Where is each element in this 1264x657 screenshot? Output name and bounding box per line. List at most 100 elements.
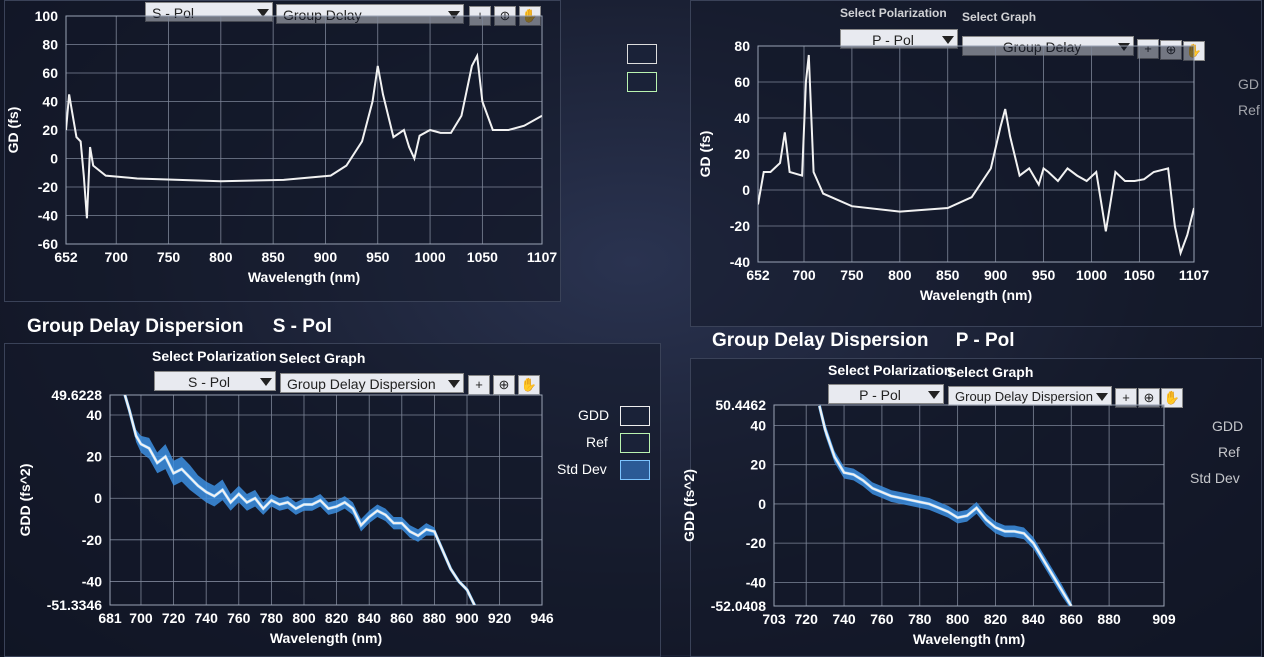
legend-label-gdd: GDD	[578, 407, 610, 423]
section-pol-bottom-left: S - Pol	[272, 316, 332, 337]
x-axis-label: Wavelength (nm)	[248, 269, 360, 285]
chevron-down-icon	[257, 9, 269, 17]
y-axis-label: GDD (fs^2)	[681, 469, 697, 542]
series-group	[758, 54, 1194, 257]
legend-swatch-gdd	[620, 406, 650, 426]
chart-gdd-s: 681 700 720 740 760 780 800 820 840 860 880 900 920 9…	[17, 387, 554, 646]
x-tick-label: 800	[209, 249, 233, 265]
chevron-down-icon	[1096, 393, 1108, 401]
series-group	[123, 395, 477, 605]
x-tick-label: 820	[325, 610, 349, 626]
x-axis-label: Wavelength (nm)	[920, 287, 1032, 303]
y-tick-label: 40	[750, 417, 766, 433]
section-title-bottom-left-text: Group Delay Dispersion	[27, 316, 244, 337]
x-tick-label: 850	[936, 267, 960, 283]
y-tick-label: -40	[82, 573, 102, 589]
y-tick-label: -40	[746, 574, 766, 590]
legend-label-ref: Ref	[586, 434, 608, 450]
x-tick-label: 720	[162, 610, 186, 626]
x-tick-label: 681	[98, 610, 122, 626]
section-title-bottom-right-text: Group Delay Dispersion	[712, 330, 929, 351]
hand-icon[interactable]: ✋	[1161, 388, 1183, 408]
chevron-down-icon	[942, 36, 954, 44]
std-dev-band	[819, 405, 1072, 606]
polarization-select-top-right[interactable]: P - Pol	[840, 29, 958, 49]
x-tick-label: 840	[358, 610, 382, 626]
select-graph-label-bottom-right: Select Graph	[947, 364, 1034, 380]
x-tick-label: 950	[366, 249, 390, 265]
y-tick-label: 0	[742, 182, 750, 198]
y-tick-label: -20	[82, 532, 102, 548]
y-tick-label: 80	[42, 37, 58, 53]
y-tick-label: -20	[38, 179, 58, 195]
x-tick-label: 800	[888, 267, 912, 283]
x-tick-label: 1000	[1076, 267, 1107, 283]
polarization-select-bottom-left[interactable]: S - Pol	[154, 371, 276, 391]
chevron-down-icon	[448, 380, 460, 388]
data-line	[123, 395, 476, 605]
x-tick-label: 780	[908, 611, 932, 627]
plot-frame	[773, 404, 1165, 607]
x-tick-label: 760	[227, 610, 251, 626]
chevron-down-icon	[448, 11, 460, 19]
graph-select-bottom-right-value: Group Delay Dispersion	[955, 389, 1094, 404]
y-tick-label: -20	[746, 535, 766, 551]
legend-swatch-ref	[620, 433, 650, 453]
graph-select-bottom-right[interactable]: Group Delay Dispersion	[948, 386, 1112, 406]
x-tick-label: 850	[261, 249, 285, 265]
select-polarization-label-bottom-left: Select Polarization	[152, 348, 277, 364]
x-tick-label: 1107	[1179, 267, 1210, 283]
x-tick-label: 750	[157, 249, 181, 265]
y-tick-label: -51.3346	[47, 597, 102, 613]
y-axis-label: GD (fs)	[5, 107, 21, 154]
legend-swatch-gd	[627, 44, 657, 64]
graph-select-bottom-left[interactable]: Group Delay Dispersion	[280, 373, 464, 393]
polarization-select-bottom-left-value: S - Pol	[187, 374, 230, 390]
select-polarization-label-top-right: Select Polarization	[840, 6, 947, 20]
x-tick-label: 880	[1097, 611, 1121, 627]
x-tick-label: 740	[832, 611, 856, 627]
x-tick-label: 652	[746, 267, 770, 283]
section-title-bottom-left: Group Delay Dispersion S - Pol	[27, 316, 332, 338]
y-tick-label: -52.0408	[711, 598, 766, 614]
select-graph-label-top-right: Select Graph	[962, 10, 1037, 24]
legend-label-gd: GD	[1238, 76, 1259, 92]
x-tick-label: 920	[488, 610, 512, 626]
legend-label-std-dev: Std Dev	[557, 461, 607, 477]
y-tick-label: 49.6228	[51, 387, 102, 403]
y-tick-label: 20	[734, 146, 750, 162]
x-tick-label: 1050	[1124, 267, 1155, 283]
x-tick-label: 946	[530, 610, 554, 626]
plot-frame	[757, 45, 1195, 263]
x-tick-label: 860	[390, 610, 414, 626]
plot-area	[774, 405, 1164, 606]
select-graph-label-bottom-left: Select Graph	[279, 350, 366, 366]
x-tick-label: 750	[840, 267, 864, 283]
section-pol-bottom-right: P - Pol	[955, 330, 1015, 351]
y-tick-label: -20	[730, 218, 750, 234]
legend-label-std-dev: Std Dev	[1190, 470, 1240, 486]
y-tick-label: -60	[38, 236, 58, 252]
x-tick-label: 900	[455, 610, 479, 626]
y-tick-label: 0	[758, 496, 766, 512]
x-tick-label: 652	[54, 249, 78, 265]
x-tick-label: 860	[1060, 611, 1084, 627]
y-tick-label: 20	[42, 122, 58, 138]
x-tick-label: 700	[105, 249, 129, 265]
graph-select-bottom-left-value: Group Delay Dispersion	[287, 376, 436, 392]
x-tick-label: 900	[314, 249, 338, 265]
legend-label-gdd: GDD	[1212, 418, 1244, 434]
section-title-bottom-right: Group Delay Dispersion P - Pol	[712, 330, 1015, 352]
series-group	[66, 52, 542, 219]
plot-frame	[109, 394, 543, 606]
x-tick-label: 1107	[527, 249, 558, 265]
x-tick-label: 800	[946, 611, 970, 627]
y-tick-label: 60	[734, 74, 750, 90]
polarization-select-bottom-right-value: P - Pol	[859, 387, 901, 403]
chart-gd-s: 652 700 750 800 850 900 950 1000 1050 1107 100 80 60…	[5, 8, 558, 285]
chart-gdd-p: 703 720 740 760 780 800 820 840 860 880 909 50.4462…	[681, 397, 1176, 647]
x-tick-label: 820	[984, 611, 1008, 627]
polarization-select-bottom-right[interactable]: P - Pol	[828, 384, 944, 404]
select-polarization-label-bottom-right: Select Polarization	[828, 362, 953, 378]
x-tick-label: 780	[260, 610, 284, 626]
